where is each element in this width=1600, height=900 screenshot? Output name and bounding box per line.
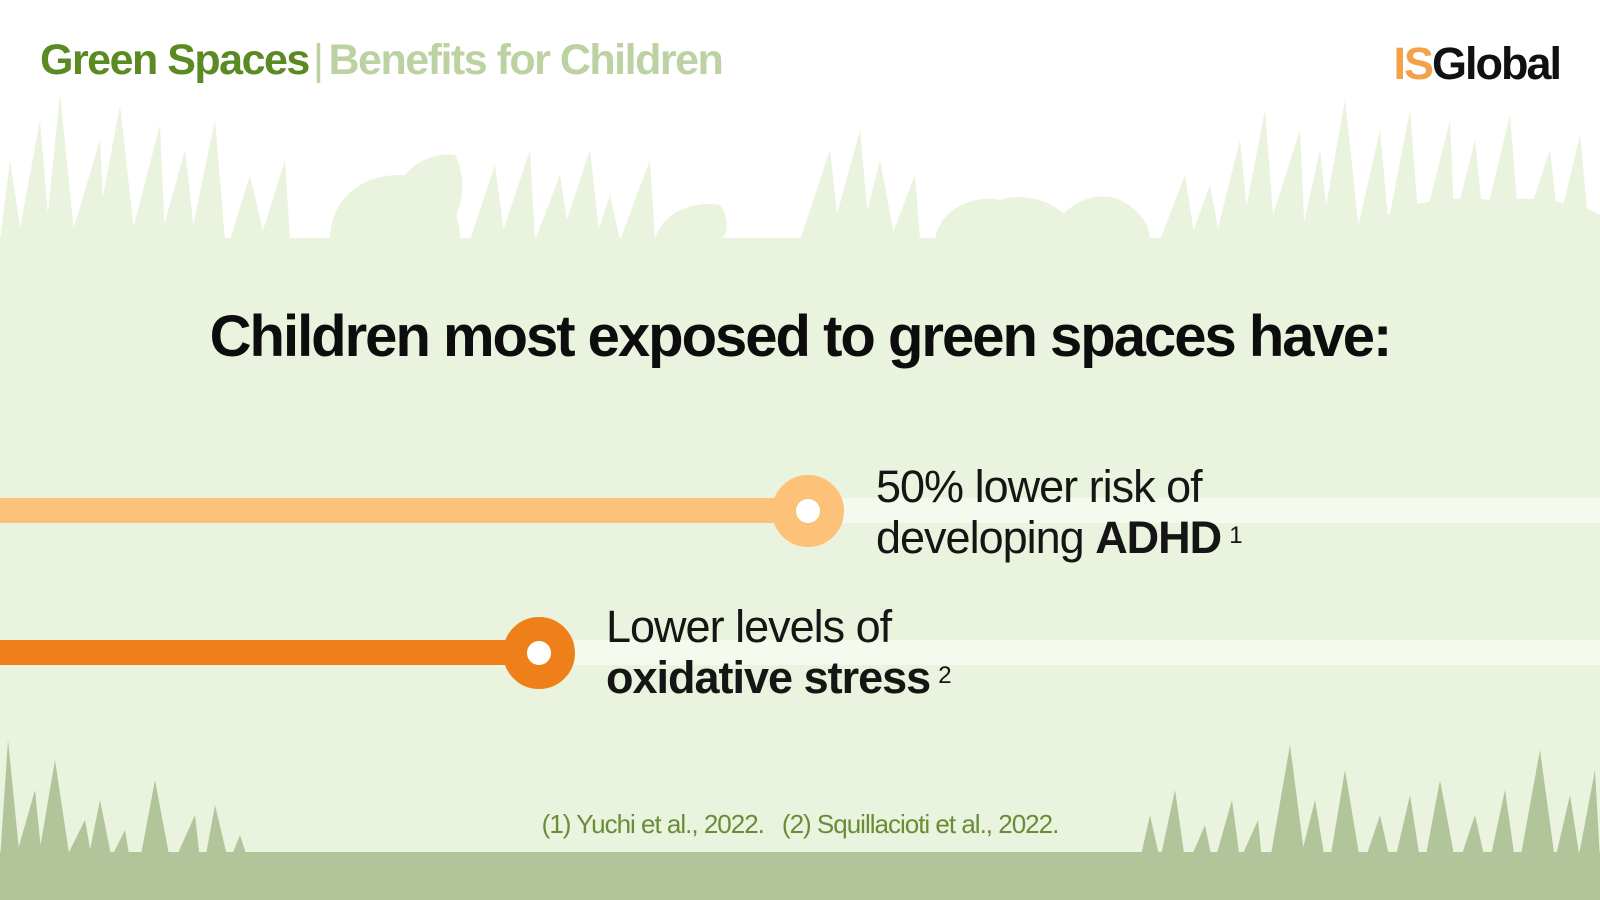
content-panel bbox=[0, 238, 1600, 900]
fact-1-text: 50% lower risk of developing ADHD 1 bbox=[876, 461, 1243, 563]
fact-1-track bbox=[0, 498, 790, 523]
fact-1-line1: 50% lower risk of bbox=[876, 461, 1203, 512]
title-subtitle: Benefits for Children bbox=[328, 36, 724, 84]
logo-global: Global bbox=[1431, 38, 1562, 89]
fact-2-ref: 2 bbox=[938, 662, 951, 689]
headline: Children most exposed to green spaces ha… bbox=[209, 304, 1393, 369]
isglobal-logo: ISGlobal bbox=[1393, 38, 1562, 90]
page-title: Green Spaces| Benefits for Children bbox=[40, 36, 724, 85]
fact-2-line2: oxidative stress 2 bbox=[606, 652, 952, 703]
fact-1-line2: developing ADHD 1 bbox=[876, 512, 1243, 563]
logo-is: IS bbox=[1393, 38, 1434, 89]
plant-silhouette-decoration bbox=[0, 95, 1600, 240]
fact-2-track-faint bbox=[540, 640, 1600, 665]
fact-2-text: Lower levels of oxidative stress 2 bbox=[606, 601, 952, 703]
reference-2: (2) Squillacioti et al., 2022. bbox=[781, 809, 1059, 839]
fact-2-line1: Lower levels of bbox=[606, 601, 892, 652]
fact-2-track bbox=[0, 640, 520, 665]
title-separator: | bbox=[312, 36, 324, 84]
title-main: Green Spaces bbox=[40, 36, 310, 84]
references: (1) Yuchi et al., 2022. (2) Squillacioti … bbox=[0, 809, 1600, 840]
fact-2-highlight: oxidative stress bbox=[606, 652, 931, 703]
fact-1-line2-prefix: developing bbox=[876, 512, 1096, 563]
fact-1-ref: 1 bbox=[1229, 522, 1242, 549]
fact-1-track-faint bbox=[808, 498, 1600, 523]
ground-strip bbox=[0, 852, 1600, 900]
fact-1-highlight: ADHD bbox=[1095, 512, 1222, 563]
fact-1-marker bbox=[772, 475, 844, 547]
fact-2-marker bbox=[503, 617, 575, 689]
reference-1: (1) Yuchi et al., 2022. bbox=[541, 809, 765, 839]
